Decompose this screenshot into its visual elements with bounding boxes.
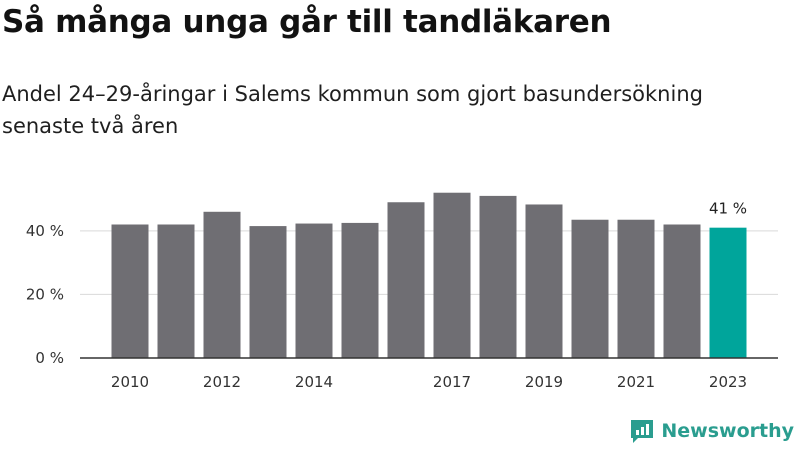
bar-2022 <box>663 224 701 358</box>
bar-2010 <box>111 224 149 358</box>
bar-2013 <box>249 226 287 358</box>
y-tick-label: 20 % <box>26 285 64 303</box>
y-tick-label: 0 % <box>35 349 64 367</box>
x-tick-label: 2017 <box>433 373 471 391</box>
bar-2021 <box>617 219 655 358</box>
bar-2019 <box>525 204 563 358</box>
bar-2023 <box>709 227 747 358</box>
x-tick-label: 2010 <box>111 373 149 391</box>
bar-2020 <box>571 219 609 358</box>
grid-lines <box>80 230 778 295</box>
bar-2012 <box>203 211 241 358</box>
newsworthy-logo-icon <box>631 420 654 443</box>
chart-subtitle: Andel 24–29-åringar i Salems kommun som … <box>2 82 703 138</box>
brand-logo: Newsworthy <box>629 418 794 444</box>
x-tick-label: 2019 <box>525 373 563 391</box>
y-axis-ticks: 0 % 20 % 40 % <box>26 222 64 367</box>
y-tick-label: 40 % <box>26 222 64 240</box>
bar-2014 <box>295 223 333 358</box>
data-label: 41 % <box>709 200 747 218</box>
chart-title: Så många unga går till tandläkaren <box>2 4 612 40</box>
data-labels: 41 % <box>709 200 747 218</box>
x-tick-label: 2014 <box>295 373 333 391</box>
bar-2018 <box>479 195 517 358</box>
x-tick-label: 2021 <box>617 373 655 391</box>
bar-2017 <box>433 192 471 358</box>
brand-name: Newsworthy <box>661 420 794 442</box>
x-axis-ticks: 2010 2012 2014 2017 2019 2021 2023 <box>111 373 747 391</box>
bar-2011 <box>157 224 195 358</box>
x-tick-label: 2023 <box>709 373 747 391</box>
x-tick-label: 2012 <box>203 373 241 391</box>
bars <box>80 192 778 359</box>
bar-2016 <box>387 202 425 358</box>
bar-2015 <box>341 222 379 358</box>
